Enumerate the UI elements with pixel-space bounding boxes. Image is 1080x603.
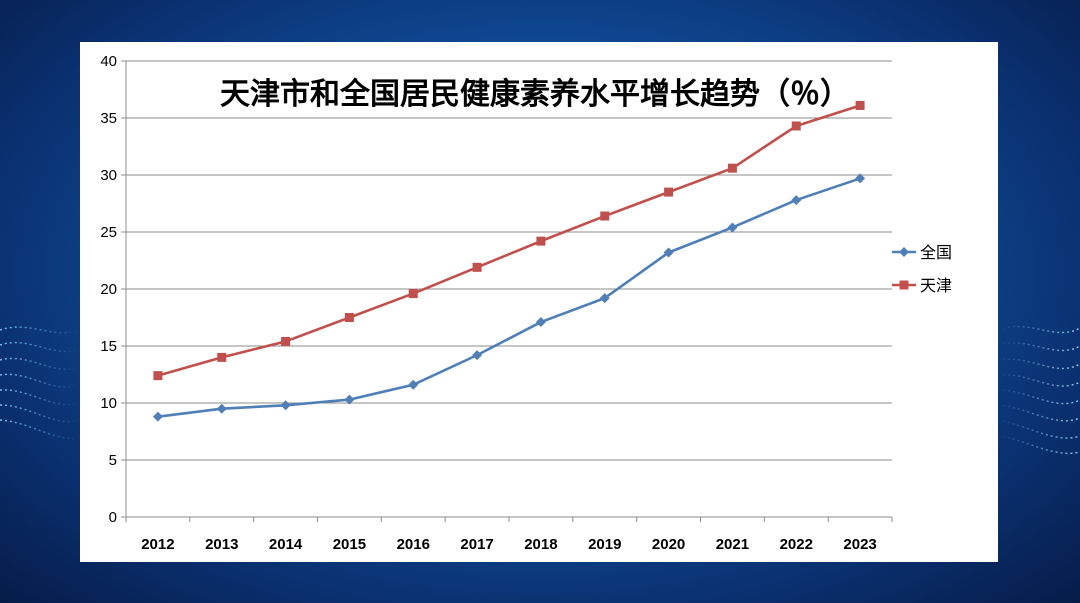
data-point (152, 411, 163, 422)
x-tick-label: 2018 (524, 536, 557, 553)
legend-marker (899, 280, 909, 290)
legend-entry: 天津 (892, 276, 952, 295)
x-tick-label: 2013 (205, 536, 238, 553)
chart-panel: 0 5 10 15 20 25 30 35 40 2012 2013 2014 2015 2016 201… (80, 42, 998, 562)
legend-entry: 全国 (892, 243, 952, 262)
data-point (855, 100, 865, 110)
data-point (600, 211, 610, 221)
x-tick-label: 2012 (141, 536, 174, 553)
x-tick-label: 2021 (716, 536, 749, 553)
data-point (727, 163, 737, 173)
y-tick-label: 40 (100, 53, 117, 70)
data-point (408, 379, 419, 390)
series-line-1 (157, 104, 861, 377)
data-point (281, 336, 291, 346)
data-point (663, 247, 674, 258)
data-point (344, 313, 354, 322)
legend-label: 天津 (920, 276, 952, 295)
data-point (791, 121, 801, 131)
x-tick-label: 2020 (652, 536, 685, 553)
legend-marker (899, 247, 909, 257)
x-tick-label: 2015 (333, 536, 366, 553)
series-line-0 (157, 177, 861, 418)
data-point (216, 403, 227, 414)
data-point (855, 173, 866, 184)
y-tick-label: 30 (100, 167, 117, 184)
y-tick-label: 15 (100, 338, 117, 355)
data-point (280, 400, 291, 411)
y-tick-label: 35 (100, 110, 117, 127)
data-point (472, 350, 483, 361)
series-lines (152, 100, 866, 422)
y-tick-label: 10 (100, 395, 117, 412)
data-point (472, 262, 482, 272)
y-tick-label: 25 (100, 224, 117, 241)
data-point (535, 317, 546, 328)
x-tick-label: 2022 (780, 536, 813, 553)
legend-label: 全国 (920, 243, 952, 262)
x-tick-label: 2019 (588, 536, 621, 553)
x-tick-label: 2023 (843, 536, 876, 553)
data-point (599, 293, 610, 304)
axes (121, 60, 893, 522)
data-point (408, 289, 418, 299)
gridlines (126, 60, 892, 461)
x-tick-label: 2014 (269, 536, 303, 553)
x-tick-label: 2017 (460, 536, 493, 553)
y-tick-label: 20 (100, 281, 117, 298)
data-point (217, 352, 227, 362)
x-tick-labels: 2012 2013 2014 2015 2016 2017 2018 2019 2020 2021… (141, 536, 877, 553)
y-tick-label: 0 (109, 509, 117, 526)
chart-title: 天津市和全国居民健康素养水平增长趋势（％） (220, 77, 850, 112)
data-point (727, 222, 738, 233)
data-point (664, 187, 674, 197)
y-tick-labels: 0 5 10 15 20 25 30 35 40 (100, 53, 117, 526)
y-tick-label: 5 (109, 452, 117, 469)
x-tick-label: 2016 (397, 536, 430, 553)
data-point (536, 236, 546, 246)
data-point (791, 195, 802, 206)
data-point (344, 394, 355, 405)
data-point (153, 371, 163, 381)
